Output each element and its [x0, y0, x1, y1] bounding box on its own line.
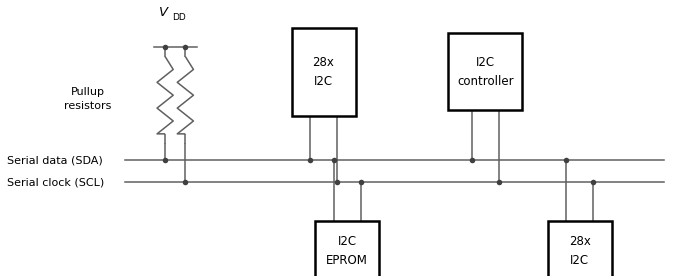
Text: Serial data (SDA): Serial data (SDA)	[7, 155, 102, 165]
Text: DD: DD	[173, 14, 186, 22]
Bar	[448, 33, 522, 110]
Bar	[547, 221, 612, 276]
Text: Pullup
resistors: Pullup resistors	[64, 87, 111, 111]
Bar	[315, 221, 379, 276]
Text: 28x
I2C: 28x I2C	[569, 235, 590, 267]
Text: I2C
controller: I2C controller	[457, 56, 514, 88]
Text: $\mathregular{V}$: $\mathregular{V}$	[158, 6, 170, 19]
Bar	[291, 28, 356, 116]
Text: Serial clock (SCL): Serial clock (SCL)	[7, 177, 104, 187]
Text: 28x
I2C: 28x I2C	[313, 56, 334, 88]
Text: I2C
EPROM: I2C EPROM	[326, 235, 368, 267]
